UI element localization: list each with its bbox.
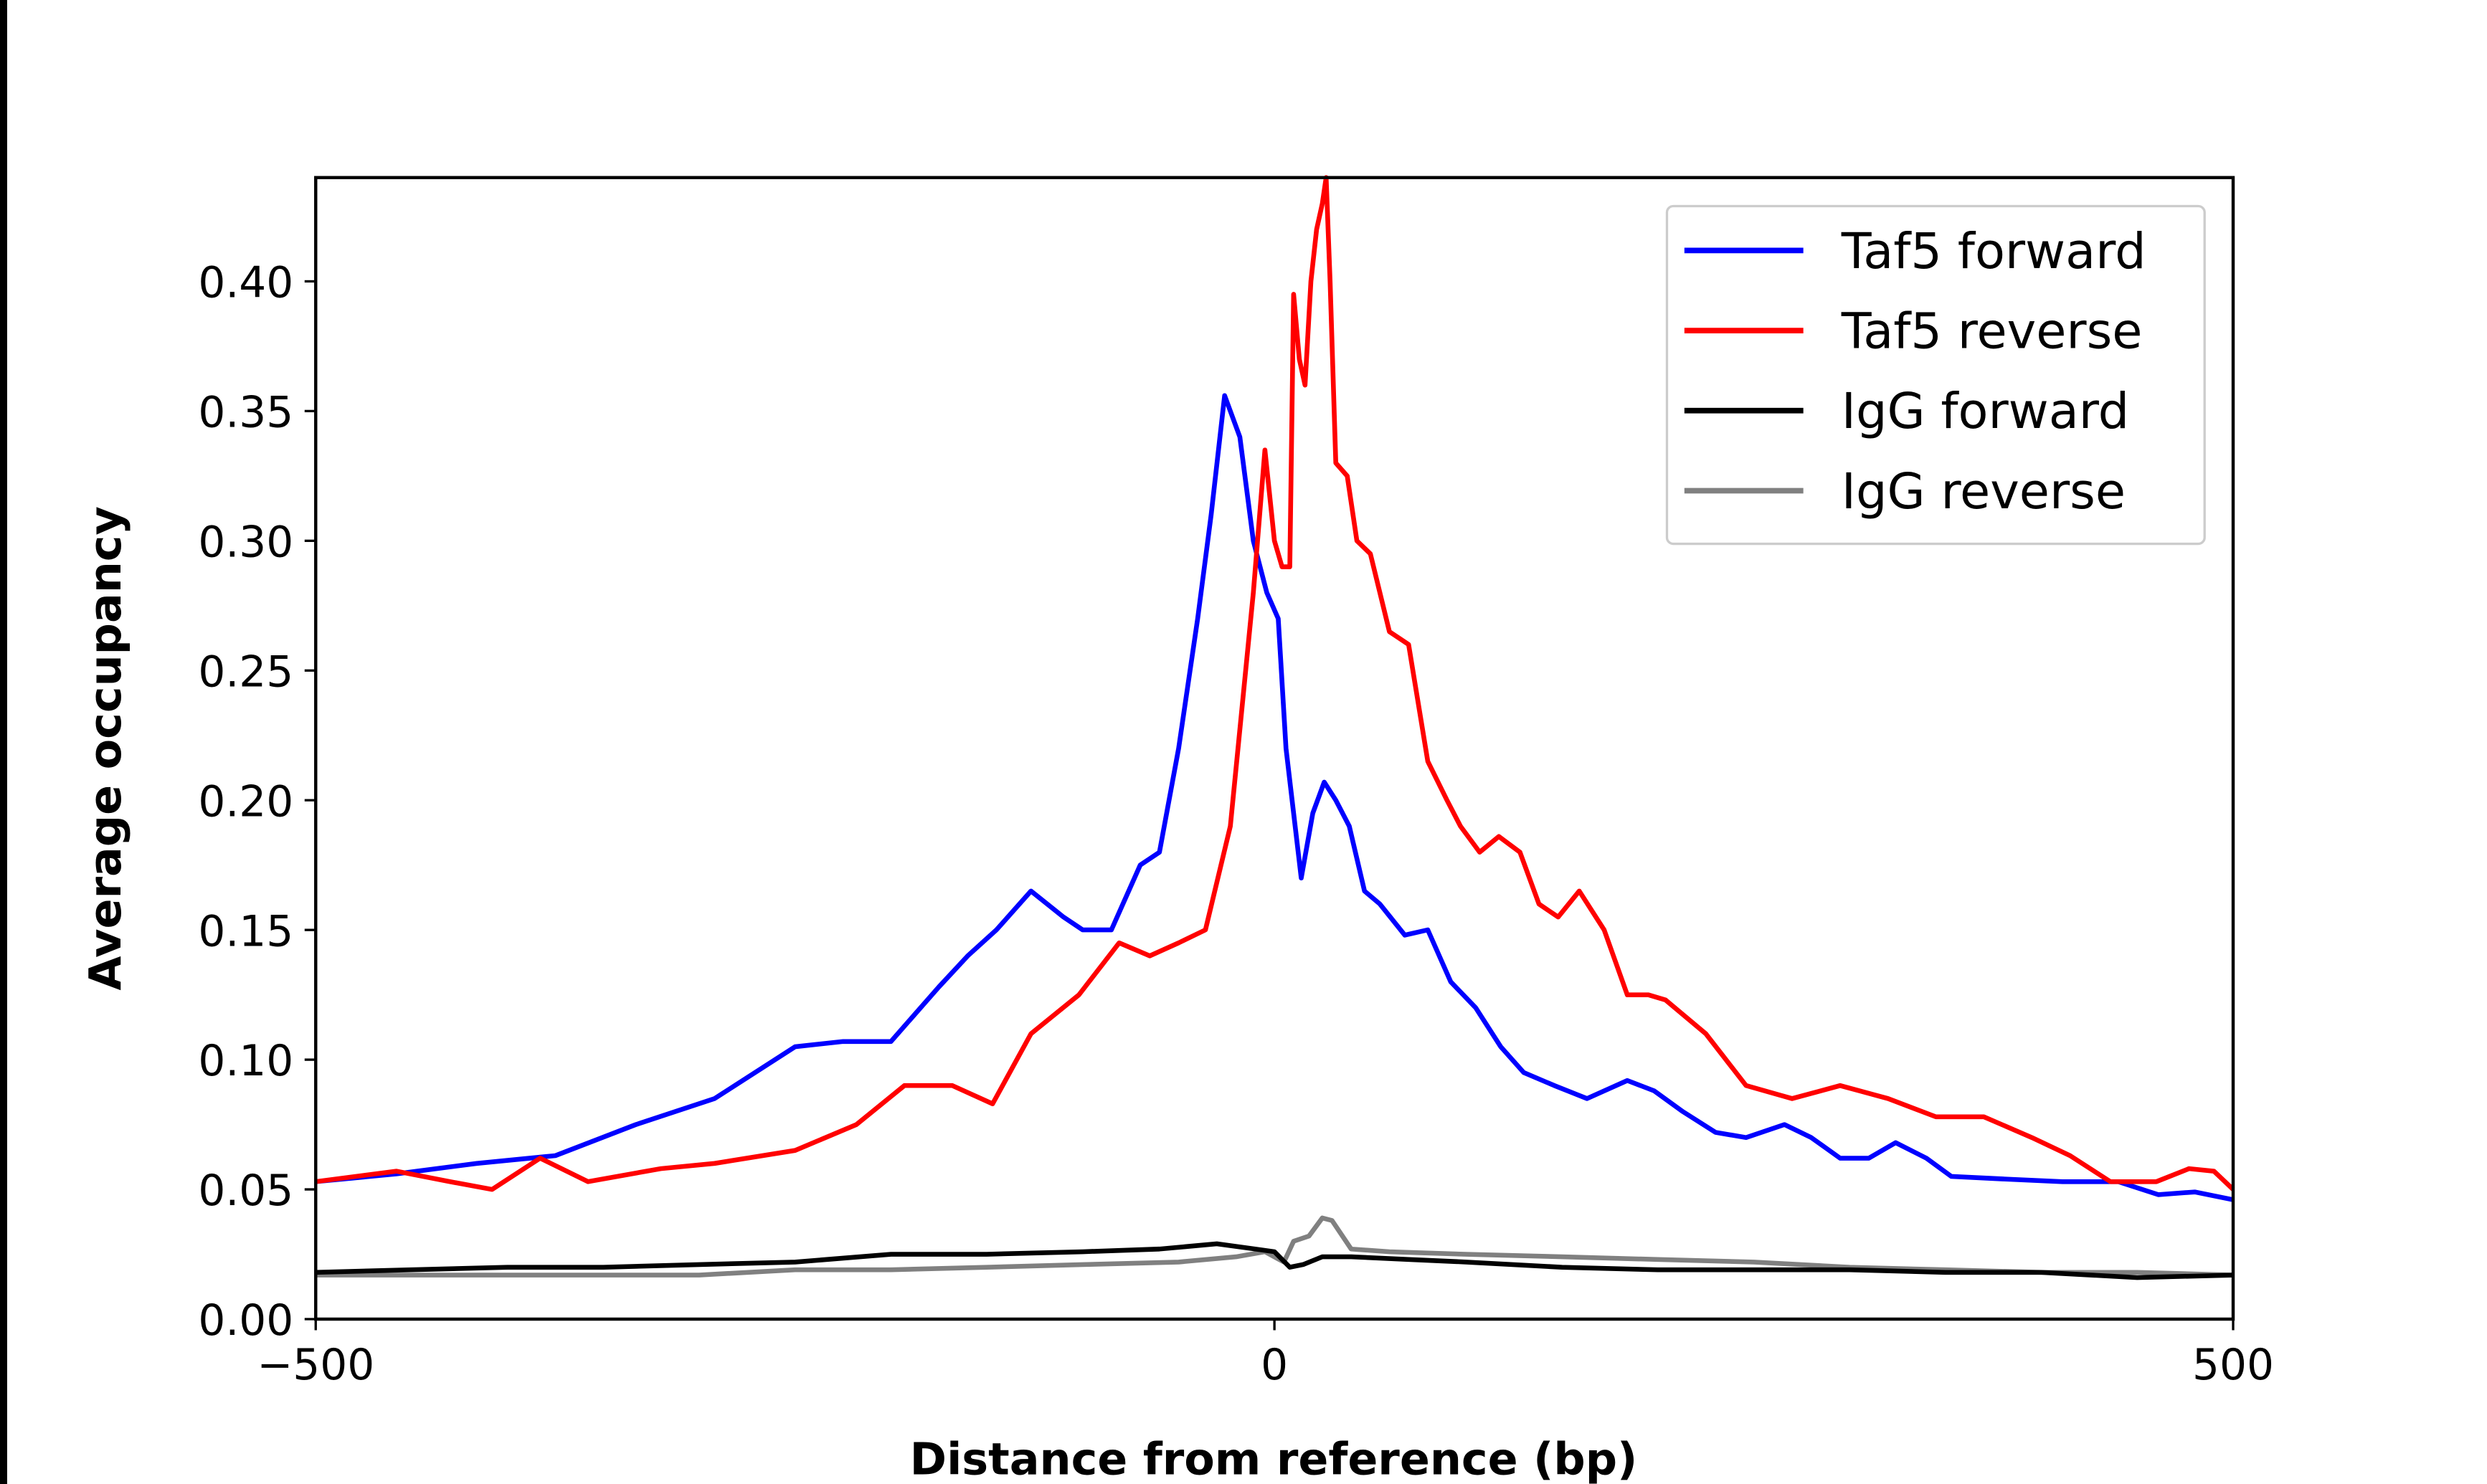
x-axis-label: Distance from reference (bp) xyxy=(910,1434,1638,1484)
series-line-taf5-forward xyxy=(315,393,2234,1202)
y-tick-label: 0.40 xyxy=(198,259,293,308)
image-left-border xyxy=(0,0,7,1484)
y-tick-label: 0.05 xyxy=(198,1166,293,1216)
legend-label: IgG reverse xyxy=(1842,463,2126,520)
x-tick-label: 500 xyxy=(2192,1341,2274,1390)
series-line-taf5-reverse xyxy=(315,175,2235,1192)
legend-label: Taf5 forward xyxy=(1841,223,2146,280)
axis-ticks: −500 0 500 0.00 0.05 0.10 0.15 0.20 0.25 0.30 0.35… xyxy=(198,259,2274,1390)
y-tick-label: 0.20 xyxy=(198,777,293,827)
plot-lines xyxy=(315,175,2235,1280)
y-axis-label: Average occupancy xyxy=(80,506,131,990)
y-tick-label: 0.25 xyxy=(198,647,293,697)
legend-label: IgG forward xyxy=(1842,383,2129,440)
x-tick-label: 0 xyxy=(1261,1341,1288,1390)
legend-label: Taf5 reverse xyxy=(1841,303,2143,360)
y-tick-label: 0.10 xyxy=(198,1037,293,1086)
x-tick-label: −500 xyxy=(257,1341,374,1390)
series-line-igg-reverse xyxy=(316,1215,2234,1278)
y-tick-label: 0.35 xyxy=(198,389,293,438)
y-tick-label: 0.15 xyxy=(198,907,293,956)
series-line-igg-forward xyxy=(316,1241,2234,1280)
legend: Taf5 forward Taf5 reverse IgG forward IgG r… xyxy=(1665,204,2206,546)
y-tick-label: 0.30 xyxy=(198,518,293,567)
y-tick-label: 0.00 xyxy=(198,1296,293,1346)
legend-frame xyxy=(1665,204,2206,546)
